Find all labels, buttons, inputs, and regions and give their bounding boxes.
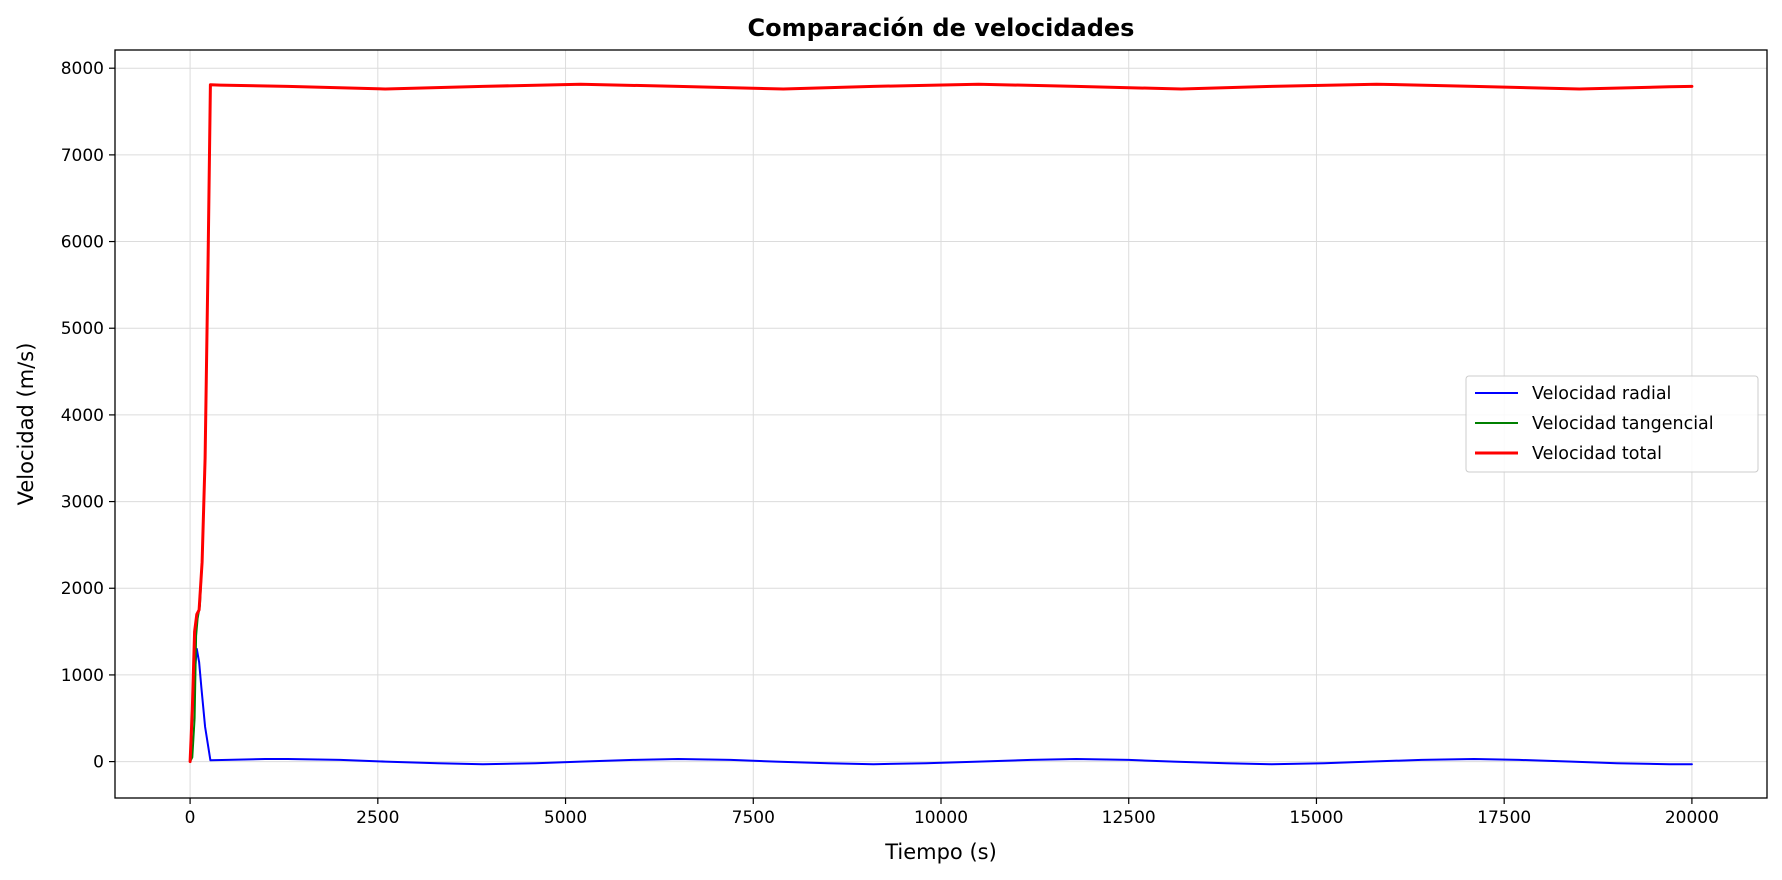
legend-label: Velocidad tangencial bbox=[1532, 414, 1714, 434]
y-axis-ticks: 0 1000 2000 3000 4000 5000 6000 7000 8000 bbox=[61, 59, 115, 773]
y-tick-label: 4000 bbox=[61, 406, 104, 426]
series-layer bbox=[188, 82, 1694, 766]
x-tick-label: 17500 bbox=[1477, 808, 1531, 828]
x-tick-label: 20000 bbox=[1665, 808, 1719, 828]
y-tick-label: 2000 bbox=[61, 579, 104, 599]
x-tick-label: 2500 bbox=[356, 808, 399, 828]
y-axis-label: Velocidad (m/s) bbox=[14, 343, 38, 506]
y-tick-label: 0 bbox=[93, 753, 104, 773]
x-axis-ticks: 0 2500 5000 7500 10000 12500 15000 17500 20000 bbox=[185, 798, 1719, 828]
legend-label: Velocidad total bbox=[1532, 444, 1662, 464]
y-tick-label: 3000 bbox=[61, 493, 104, 513]
legend: Velocidad radial Velocidad tangencial Velo… bbox=[1465, 375, 1759, 473]
y-tick-label: 5000 bbox=[61, 319, 104, 339]
grid-lines bbox=[115, 50, 1767, 798]
y-tick-label: 1000 bbox=[61, 666, 104, 686]
y-tick-label: 6000 bbox=[61, 233, 104, 253]
x-tick-label: 10000 bbox=[914, 808, 968, 828]
x-tick-label: 7500 bbox=[732, 808, 775, 828]
series-line-3 bbox=[188, 82, 1694, 764]
legend-label: Velocidad radial bbox=[1532, 384, 1671, 404]
series-line-1 bbox=[189, 647, 1693, 766]
x-axis-label: Tiempo (s) bbox=[884, 840, 997, 864]
y-tick-label: 7000 bbox=[61, 146, 104, 166]
y-tick-label: 8000 bbox=[61, 59, 104, 79]
x-tick-label: 0 bbox=[185, 808, 196, 828]
x-tick-label: 12500 bbox=[1102, 808, 1156, 828]
x-tick-label: 15000 bbox=[1289, 808, 1343, 828]
chart-title: Comparación de velocidades bbox=[748, 14, 1135, 42]
legend-box bbox=[1465, 375, 1759, 473]
x-tick-label: 5000 bbox=[544, 808, 587, 828]
